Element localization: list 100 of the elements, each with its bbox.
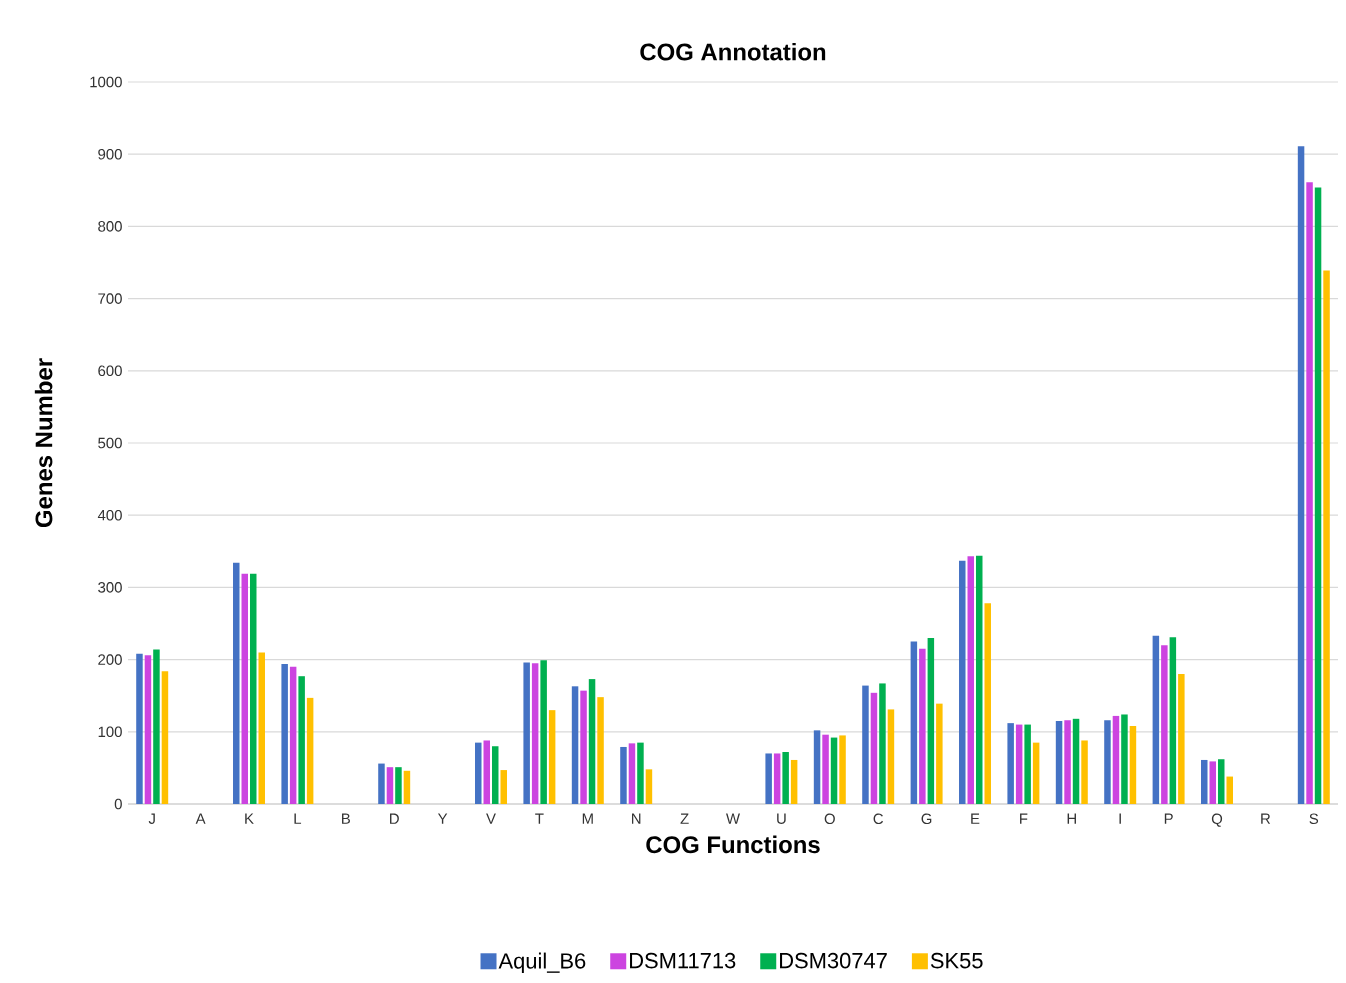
- bar: [1112, 715, 1120, 804]
- bar: [1055, 720, 1063, 804]
- x-tick-label: G: [921, 813, 932, 825]
- bar: [1218, 759, 1225, 804]
- bar: [540, 660, 547, 804]
- x-tick-label: L: [294, 813, 302, 824]
- bar: [1209, 761, 1216, 804]
- x-tick-label: T: [535, 813, 544, 824]
- bar: [258, 652, 265, 804]
- bar: [500, 770, 507, 804]
- legend-label: DSM11713: [630, 952, 736, 969]
- x-tick-label: O: [824, 813, 835, 825]
- x-tick-label: B: [342, 813, 350, 824]
- bar: [645, 769, 653, 804]
- bar: [571, 686, 579, 804]
- bar: [927, 637, 935, 804]
- bar: [910, 641, 918, 804]
- x-tick-label: R: [1261, 813, 1271, 824]
- bar: [1201, 759, 1208, 804]
- bar: [1024, 724, 1031, 804]
- y-tick-label: 700: [98, 293, 122, 304]
- bar: [790, 759, 798, 804]
- y-tick-label: 1000: [90, 76, 122, 88]
- y-tick-label: 200: [98, 654, 122, 665]
- x-tick-label: A: [195, 813, 206, 824]
- x-tick-label: U: [777, 813, 786, 824]
- x-tick-label: W: [726, 813, 740, 824]
- bar: [628, 743, 636, 804]
- bar: [475, 742, 482, 804]
- bar: [233, 562, 240, 804]
- y-tick-label: 500: [98, 437, 122, 449]
- bar: [250, 573, 257, 804]
- bar: [1226, 776, 1233, 804]
- bar: [281, 663, 288, 804]
- bar: [1007, 723, 1014, 804]
- bar: [153, 649, 160, 804]
- bar: [1081, 740, 1088, 804]
- bar: [839, 735, 846, 804]
- bar: [386, 767, 394, 804]
- bar: [144, 655, 152, 804]
- bar: [1161, 645, 1168, 804]
- x-tick-label: K: [245, 813, 254, 824]
- legend-label: Aquil_B6: [498, 952, 586, 974]
- bar: [161, 671, 169, 804]
- bar: [548, 710, 556, 804]
- chart-title: COG Annotation: [640, 42, 826, 61]
- bar: [967, 556, 974, 804]
- bar: [1178, 674, 1185, 804]
- bar: [1169, 637, 1177, 804]
- x-tick-label: I: [1119, 813, 1121, 824]
- x-tick-label: S: [1309, 813, 1319, 825]
- bar: [870, 692, 878, 804]
- bar: [765, 753, 772, 804]
- bar: [862, 685, 869, 804]
- bar: [403, 770, 411, 804]
- legend-label: SK55: [930, 952, 983, 969]
- bar: [813, 730, 821, 804]
- bar: [523, 662, 530, 804]
- bar: [830, 737, 838, 804]
- x-tick-label: V: [486, 813, 496, 824]
- bar: [1306, 182, 1313, 804]
- x-tick-label: N: [632, 813, 641, 824]
- y-axis-title: Genes Number: [34, 358, 53, 528]
- x-tick-label: J: [148, 813, 155, 824]
- x-tick-label: F: [1020, 813, 1028, 824]
- x-tick-label: Y: [437, 813, 448, 824]
- bar: [773, 753, 781, 804]
- bar: [782, 752, 789, 804]
- y-tick-label: 900: [98, 148, 122, 160]
- y-tick-label: 100: [98, 726, 122, 738]
- x-tick-label: P: [1164, 813, 1173, 824]
- bar: [1152, 635, 1160, 804]
- bar: [306, 697, 314, 804]
- bar: [136, 653, 143, 804]
- bar: [1129, 726, 1137, 804]
- bar: [531, 663, 539, 804]
- y-tick-label: 300: [98, 582, 122, 593]
- y-tick-label: 800: [98, 221, 122, 232]
- x-tick-label: Q: [1211, 813, 1223, 827]
- bar: [1064, 720, 1071, 804]
- bar: [1072, 718, 1080, 804]
- x-tick-label: D: [390, 813, 399, 824]
- bar: [588, 679, 596, 804]
- bar: [378, 763, 385, 804]
- bar: [483, 740, 490, 804]
- bar: [1297, 146, 1305, 804]
- bar: [879, 683, 886, 804]
- x-tick-label: H: [1067, 813, 1076, 824]
- bar: [1314, 187, 1322, 804]
- x-tick-label: M: [582, 813, 593, 824]
- bar: [637, 742, 644, 804]
- x-axis-title: COG Functions: [646, 835, 820, 854]
- bar: [1104, 720, 1111, 804]
- y-tick-label: 400: [97, 509, 122, 521]
- bar: [492, 746, 499, 804]
- bar: [1032, 742, 1040, 804]
- bar: [1121, 714, 1128, 804]
- bar: [580, 690, 587, 804]
- bar: [936, 703, 943, 804]
- bar: [597, 697, 604, 804]
